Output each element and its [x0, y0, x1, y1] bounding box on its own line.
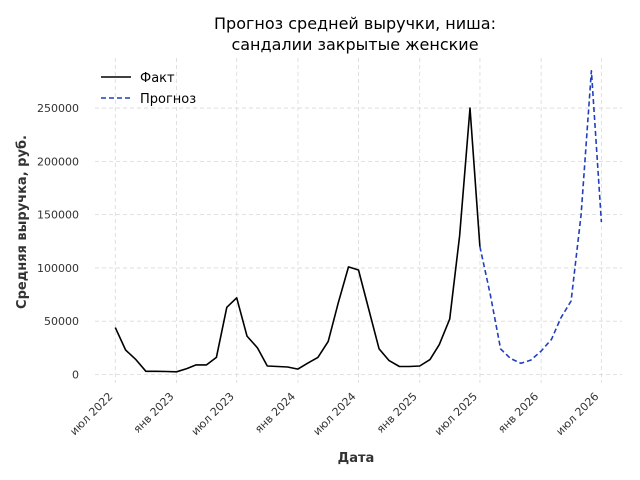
x-tick-label: июл 2022	[67, 390, 115, 438]
series-lines	[114, 70, 603, 373]
series-line-forecast	[479, 70, 603, 365]
y-tick-label: 50000	[44, 315, 79, 328]
x-tick-label: янв 2024	[252, 390, 298, 436]
x-axis-label: Дата	[338, 451, 375, 466]
legend-label-forecast: Прогноз	[140, 92, 196, 107]
x-tick-label: июл 2023	[189, 390, 237, 438]
chart-title-line-1: Прогноз средней выручки, ниша:	[214, 14, 496, 33]
y-tick-label: 250000	[37, 102, 79, 115]
x-tick-label: июл 2026	[553, 390, 601, 438]
y-tick-label: 0	[72, 368, 79, 381]
x-tick-label: янв 2023	[131, 390, 177, 436]
legend-label-fact: Факт	[140, 71, 175, 86]
y-tick-label: 100000	[37, 262, 79, 275]
y-tick-label: 150000	[37, 209, 79, 222]
grid	[95, 58, 622, 383]
legend: Факт Прогноз	[101, 71, 196, 107]
chart-title-line-2: сандалии закрытые женские	[231, 35, 478, 54]
y-axis-ticks: 0 50000 100000 150000 200000 250000	[37, 102, 79, 381]
y-axis-label: Средняя выручка, руб.	[15, 135, 30, 309]
x-tick-label: июл 2024	[311, 390, 359, 438]
x-tick-label: янв 2026	[495, 390, 541, 436]
x-axis-ticks: июл 2022 янв 2023 июл 2023 янв 2024 июл 2024…	[67, 390, 601, 438]
x-tick-label: июл 2025	[432, 390, 480, 438]
series-line-fact	[114, 107, 481, 373]
y-tick-label: 200000	[37, 155, 79, 168]
x-tick-label: янв 2025	[374, 390, 420, 436]
